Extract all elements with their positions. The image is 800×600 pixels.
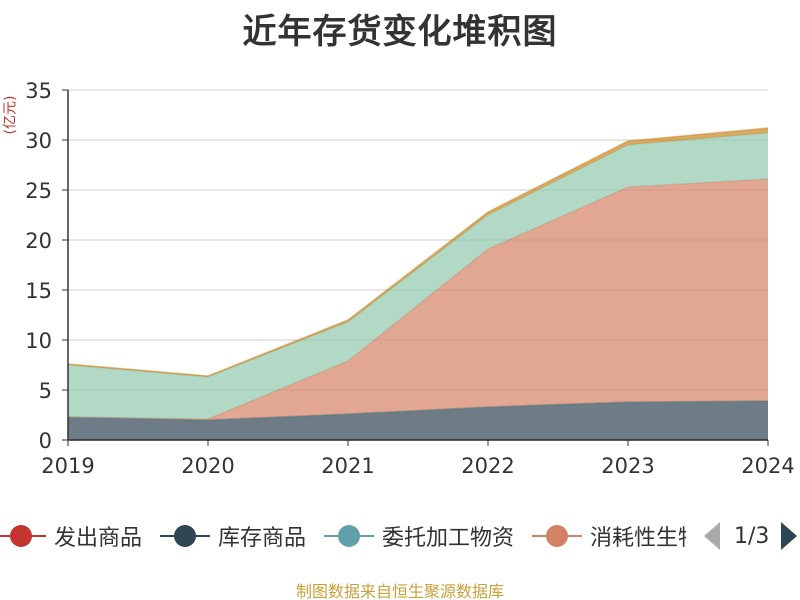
area-1: [68, 401, 768, 440]
legend-pager: 1/3: [700, 518, 800, 554]
y-tick-label: 0: [39, 429, 52, 453]
area-3: [68, 179, 768, 420]
pager-text: 1/3: [734, 523, 770, 549]
legend-item[interactable]: 库存商品: [160, 520, 306, 552]
pager-next-icon[interactable]: [781, 522, 798, 550]
x-tick-label: 2020: [181, 454, 234, 478]
legend-label: 消耗性生物资产: [590, 526, 686, 551]
x-tick-label: 2023: [601, 454, 654, 478]
y-tick-label: 5: [39, 379, 52, 403]
legend: 发出商品 库存商品 委托加工物资 消耗性生物资产: [0, 516, 686, 556]
y-tick-label: 15: [25, 279, 52, 303]
legend-label: 委托加工物资: [382, 526, 515, 551]
legend-swatch-icon: [532, 524, 583, 548]
x-tick-label: 2024: [741, 454, 794, 478]
legend-swatch-icon: [0, 524, 46, 548]
legend-item[interactable]: 委托加工物资: [324, 520, 514, 552]
y-tick-label: 10: [25, 329, 52, 353]
chart-title: 近年存货变化堆积图: [242, 12, 558, 52]
legend-item[interactable]: 消耗性生物资产: [532, 520, 686, 552]
x-tick-label: 2021: [321, 454, 374, 478]
legend-swatch-icon: [324, 524, 375, 548]
y-tick-label: 20: [25, 229, 52, 253]
legend-label: 发出商品: [54, 526, 143, 551]
x-tick-label: 2019: [41, 454, 94, 478]
y-tick-label: 35: [25, 79, 52, 103]
series-line-5: [67, 127, 769, 377]
area-4: [68, 133, 768, 419]
legend-swatch-icon: [160, 524, 211, 548]
legend-item[interactable]: 发出商品: [0, 520, 142, 552]
y-tick-label: 30: [25, 129, 52, 153]
y-tick-label: 25: [25, 179, 52, 203]
legend-label: 库存商品: [218, 526, 307, 551]
x-tick-label: 2022: [461, 454, 514, 478]
data-source: 制图数据来自恒生聚源数据库: [295, 582, 504, 600]
pager-prev-icon[interactable]: [704, 522, 720, 550]
